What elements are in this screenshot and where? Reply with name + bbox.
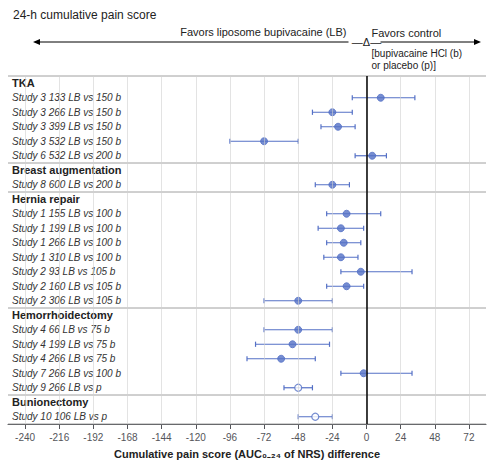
svg-text:Study 2 306 LB vs 105 b: Study 2 306 LB vs 105 b [12, 295, 121, 306]
svg-text:24-h cumulative pain score: 24-h cumulative pain score [13, 8, 157, 22]
svg-text:Study 3 532 LB vs 150 b: Study 3 532 LB vs 150 b [12, 136, 121, 147]
svg-text:-240: -240 [15, 432, 35, 443]
svg-text:Study 4 266 LB vs 75 b: Study 4 266 LB vs 75 b [12, 353, 116, 364]
svg-text:[bupivacaine HCl (b): [bupivacaine HCl (b) [372, 48, 463, 59]
svg-text:-72: -72 [257, 432, 272, 443]
svg-text:Favors control: Favors control [372, 27, 442, 39]
svg-text:Hernia repair: Hernia repair [12, 193, 81, 205]
svg-text:Study 9 266 LB vs p: Study 9 266 LB vs p [12, 382, 102, 394]
svg-text:Study 4 66 LB vs 75 b: Study 4 66 LB vs 75 b [12, 324, 110, 335]
svg-text:Study 7 266 LB vs 100 b: Study 7 266 LB vs 100 b [12, 368, 121, 379]
svg-text:24: 24 [395, 432, 407, 443]
svg-text:-96: -96 [223, 432, 238, 443]
svg-text:-48: -48 [291, 432, 306, 443]
svg-text:-120: -120 [186, 432, 206, 443]
svg-text:Hemorrhoidectomy: Hemorrhoidectomy [12, 309, 114, 321]
svg-text:Study 3 266 LB vs 150 b: Study 3 266 LB vs 150 b [12, 107, 121, 118]
svg-text:Study 1 155 LB vs 100 b: Study 1 155 LB vs 100 b [12, 208, 121, 219]
svg-text:or placebo (p)]: or placebo (p)] [372, 60, 437, 71]
svg-text:-192: -192 [83, 432, 103, 443]
svg-text:Study 10 106 LB vs p: Study 10 106 LB vs p [12, 411, 108, 423]
svg-text:Study 2 160 LB vs 105 b: Study 2 160 LB vs 105 b [12, 281, 121, 292]
svg-text:Study 1 199 LB vs 100 b: Study 1 199 LB vs 100 b [12, 223, 121, 234]
svg-text:Study 3 399 LB vs 150 b: Study 3 399 LB vs 150 b [12, 121, 121, 132]
svg-text:Favors liposome bupivacaine (L: Favors liposome bupivacaine (LB) [180, 26, 346, 38]
svg-text:Breast augmentation: Breast augmentation [12, 164, 122, 176]
svg-text:-216: -216 [49, 432, 69, 443]
svg-text:TKA: TKA [12, 77, 35, 89]
svg-text:Cumulative pain score (AUC₀₋₂₄: Cumulative pain score (AUC₀₋₂₄ of NRS) d… [114, 448, 380, 460]
svg-text:Study 3 133 LB vs 150 b: Study 3 133 LB vs 150 b [12, 92, 121, 103]
svg-text:Bunionectomy: Bunionectomy [12, 396, 89, 408]
svg-text:Study 2 93 LB vs 105 b: Study 2 93 LB vs 105 b [12, 266, 116, 277]
svg-text:Study 1 266 LB vs 100 b: Study 1 266 LB vs 100 b [12, 237, 121, 248]
svg-text:48: 48 [429, 432, 441, 443]
svg-text:0: 0 [364, 432, 370, 443]
svg-text:Study 1 310 LB vs 100 b: Study 1 310 LB vs 100 b [12, 252, 121, 263]
svg-text:Study 8 600 LB vs 200 b: Study 8 600 LB vs 200 b [12, 179, 121, 190]
svg-text:Study 6 532 LB vs 200 b: Study 6 532 LB vs 200 b [12, 150, 121, 161]
svg-text:-144: -144 [152, 432, 172, 443]
svg-text:72: 72 [463, 432, 475, 443]
svg-text:Study 4 199 LB vs 75 b: Study 4 199 LB vs 75 b [12, 339, 116, 350]
svg-text:—Δ—: —Δ— [351, 36, 382, 48]
svg-text:-168: -168 [117, 432, 137, 443]
svg-text:-24: -24 [325, 432, 340, 443]
